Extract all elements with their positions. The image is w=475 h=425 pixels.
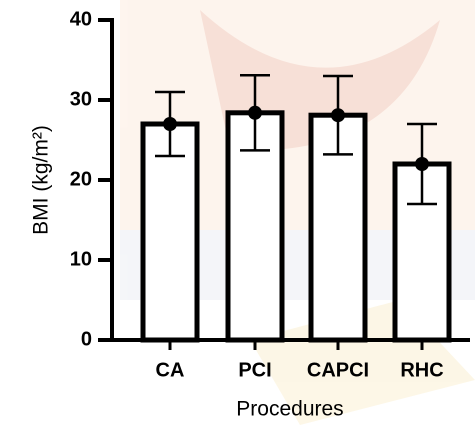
- x-tick-label: PCI: [238, 359, 271, 381]
- y-tick-label: 20: [70, 168, 92, 190]
- mean-dot: [415, 157, 429, 171]
- y-tick-label: 0: [81, 328, 92, 350]
- y-tick-label: 10: [70, 248, 92, 270]
- x-tick-label: RHC: [400, 359, 443, 381]
- y-axis-label: BMI (kg/m²): [30, 125, 53, 235]
- x-tick-label: CAPCI: [307, 359, 369, 381]
- y-tick-label: 30: [70, 88, 92, 110]
- x-tick-label: CA: [156, 359, 185, 381]
- chart: BMI (kg/m²) Procedures 010203040CAPCICAP…: [0, 0, 475, 425]
- y-tick-label: 40: [70, 8, 92, 30]
- mean-dot: [248, 106, 262, 120]
- mean-dot: [331, 108, 345, 122]
- x-axis-label: Procedures: [236, 398, 343, 421]
- mean-dot: [163, 117, 177, 131]
